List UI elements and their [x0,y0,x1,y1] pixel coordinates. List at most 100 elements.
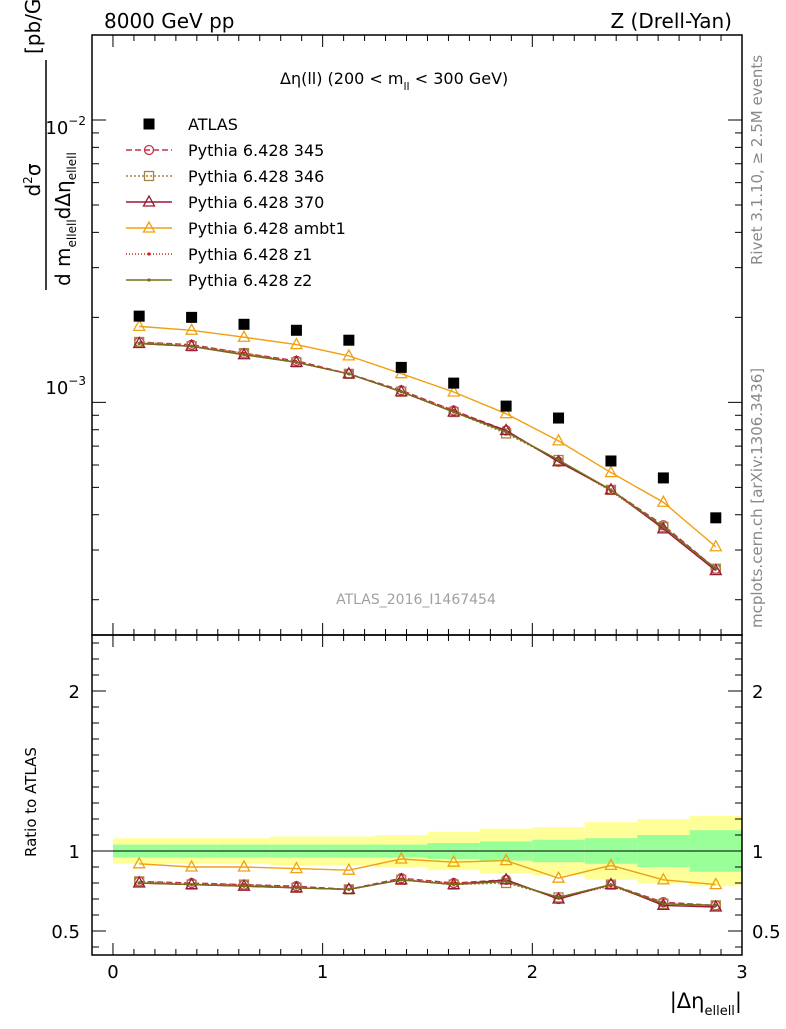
y-axis-label-unit: [pb/GeV] [21,0,45,54]
ratio-line [139,879,716,907]
data-point [395,361,407,373]
series-marker [237,329,251,342]
header-right: Z (Drell-Yan) [610,9,732,33]
data-point [500,400,512,412]
series-marker [399,390,403,394]
ratio-tick-right-2: 2 [752,682,763,703]
ratio-marker [556,895,561,900]
ratio-marker [504,879,508,884]
series-marker [656,521,670,534]
ratio-marker [551,891,566,904]
data-point [238,318,250,330]
series-marker [242,353,246,357]
ratio-marker [347,887,351,892]
series-marker [714,567,718,571]
legend-label: Pythia 6.428 345 [188,141,324,160]
series-marker [551,454,566,467]
legend-label: Pythia 6.428 z2 [188,271,312,290]
atlas-data-group [133,310,722,524]
series-marker [184,338,199,351]
ratio-marker [132,875,146,888]
series-marker [551,433,566,446]
ratio-frame [91,634,743,956]
ratio-panel: 2 1 0.5 2 1 0.5 Ratio to ATLAS 0 1 2 3 |… [22,634,781,1019]
data-point [710,512,722,524]
series-marker [347,372,351,376]
series-marker [709,563,723,576]
series-marker [709,539,723,552]
series-marker [289,337,304,350]
series-marker [294,360,299,364]
ratio-line [139,858,716,886]
series-marker [132,336,146,349]
ratio-marker [661,902,665,906]
ratio-tick-right-05: 0.5 [752,922,781,943]
data-point [657,472,669,484]
ratio-marker [447,854,461,867]
legend-marker [147,252,151,256]
ratio-marker [714,903,718,908]
series-line [139,341,717,570]
data-point [448,377,460,389]
legend-label: ATLAS [188,115,238,134]
ratio-marker [604,877,618,890]
data-point [553,412,565,424]
ratio-marker [132,856,146,869]
xtick-1: 1 [317,962,328,983]
ytick-1e-3: 10−3 [45,374,86,399]
ytick-1e-2: 10−2 [45,114,86,139]
ratio-marker [609,883,613,887]
ratio-marker [499,872,513,885]
series-marker [604,465,618,478]
ratio-tick-left-2: 2 [69,682,80,703]
series-line [139,342,717,570]
ratio-marker [242,884,246,888]
ratio-series-group [132,851,723,912]
rivet-label: Rivet 3.1.10, ≥ 2.5M events [748,55,766,265]
series-marker [504,430,508,434]
xtick-2: 2 [527,962,538,983]
ratio-marker [184,877,199,890]
ratio-tick-right-1: 1 [752,842,763,863]
series-marker [661,525,665,529]
ratio-marker [656,872,670,885]
ratio-marker [289,880,304,893]
legend-marker [147,278,151,282]
data-point [186,311,198,323]
ratio-marker [394,851,408,864]
data-point [605,455,617,467]
series-marker [609,488,613,492]
series-marker [656,494,670,507]
series-marker [189,344,194,348]
ratio-marker [499,853,513,866]
ratio-axis-ticks [92,635,743,955]
y-axis-label: d2σ d mellelldΔηellell [pb/GeV] [21,0,79,290]
series-marker [132,319,146,332]
ratio-y-axis-label: Ratio to ATLAS [22,747,40,857]
ratio-line [139,879,716,907]
legend-label: Pythia 6.428 ambt1 [188,219,346,238]
y-axis-label-denominator: d mellelldΔηellell [51,152,79,286]
data-point [343,334,355,346]
ratio-marker [289,861,304,874]
series-line [139,325,717,548]
legend-marker [142,194,156,207]
legend-label: Pythia 6.428 z1 [188,245,312,264]
main-panel: Δη(ll) (200 < mll < 300 GeV) 10−3 10−2 d… [21,0,743,636]
series-marker [184,322,199,335]
ratio-marker [294,886,299,890]
header-left: 8000 GeV pp [104,9,235,33]
series-line [139,342,717,572]
ratio-marker [184,859,199,872]
legend-label: Pythia 6.428 346 [188,167,324,186]
ratio-tick-left-05: 0.5 [51,922,80,943]
legend-marker [143,144,155,156]
ratio-marker [452,883,456,887]
ratio-marker [342,862,356,875]
series-marker [342,348,356,361]
series-line [139,341,717,570]
ratio-marker [137,881,141,885]
ratio-tick-left-1: 1 [69,842,80,863]
series-marker [452,410,456,414]
series-line [139,342,717,570]
